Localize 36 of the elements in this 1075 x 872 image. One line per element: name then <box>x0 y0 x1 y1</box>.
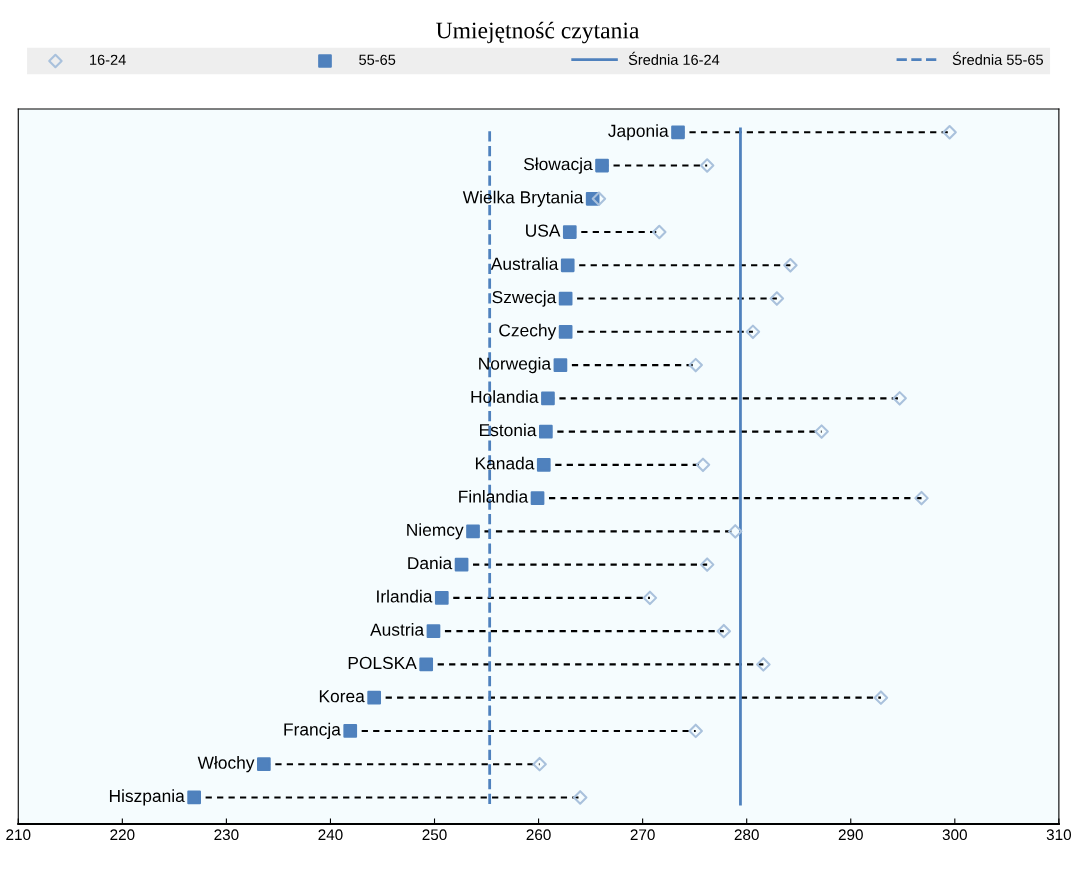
x-tick-label: 260 <box>526 829 551 841</box>
x-tick-label: 250 <box>422 829 447 841</box>
y-tick-label: Niemcy <box>407 523 464 540</box>
x-tick-label: 300 <box>942 829 967 841</box>
y-tick-label: Kanada <box>475 456 535 470</box>
x-tick-label: 210 <box>6 829 31 841</box>
y-tick-label: Norwegia <box>479 356 552 374</box>
y-tick-label: Finlandia <box>459 490 529 503</box>
x-tick-label: 290 <box>838 829 863 841</box>
y-tick-label: Francja <box>284 722 341 740</box>
y-tick-label: Irlandia <box>377 589 433 603</box>
y-tick-label: Japonia <box>608 124 669 141</box>
chart-title: Umiejętność czytania <box>436 21 640 44</box>
y-tick-label: Holandia <box>471 390 539 403</box>
y-tick-label: USA <box>526 224 561 237</box>
y-tick-label: Czechy <box>499 323 557 340</box>
y-tick-label: Hiszpania <box>109 789 185 806</box>
y-tick-label: Wielka Brytania <box>462 190 584 207</box>
x-tick-label: 270 <box>630 829 655 841</box>
legend-label: 16-24 <box>90 54 126 65</box>
y-tick-label: POLSKA <box>348 656 417 670</box>
y-tick-label: Korea <box>319 690 365 703</box>
y-tick-label: Szwecja <box>492 290 557 307</box>
y-tick-label: Słowacja <box>524 157 593 174</box>
legend-label: Średnia 55-65 <box>952 51 1043 65</box>
legend-label: 55-65 <box>359 54 396 65</box>
x-tick-label: 280 <box>734 829 759 841</box>
y-tick-label: Włochy <box>197 756 255 773</box>
x-tick-label: 240 <box>318 829 343 841</box>
y-tick-label: Austria <box>370 623 425 636</box>
y-tick-label: Australia <box>490 257 559 270</box>
x-tick-label: 310 <box>1046 829 1072 841</box>
x-tick-label: 230 <box>214 829 239 841</box>
legend-label: Średnia 16-24 <box>628 51 720 65</box>
x-tick-label: 220 <box>110 829 135 841</box>
y-tick-label: Dania <box>408 556 453 570</box>
